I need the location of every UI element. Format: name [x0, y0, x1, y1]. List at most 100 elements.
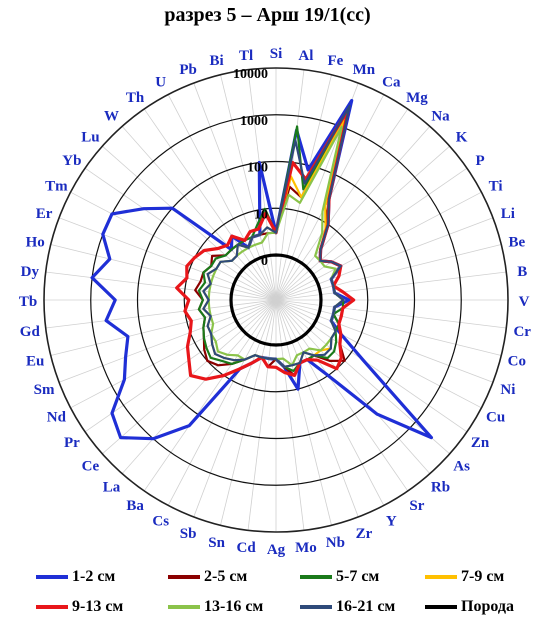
spoke-line — [275, 299, 450, 455]
category-label: Sm — [34, 382, 55, 398]
legend-item: Порода — [425, 596, 514, 618]
legend-item: 13-16 см — [168, 596, 263, 618]
spoke-line — [193, 82, 277, 301]
spoke-line — [275, 299, 332, 526]
legend-swatch — [168, 575, 200, 579]
category-label: Co — [508, 353, 526, 369]
spoke-line — [247, 299, 277, 531]
legend-label: 9-13 см — [72, 598, 124, 615]
category-label: U — [155, 74, 166, 90]
spoke-line — [275, 108, 409, 301]
category-label: Mn — [353, 62, 376, 78]
category-label: Bi — [210, 53, 224, 69]
category-label: Sr — [409, 498, 424, 514]
category-label: La — [103, 480, 121, 496]
category-label: Dy — [21, 264, 40, 280]
category-label: Li — [501, 206, 515, 222]
category-label: Ag — [267, 542, 286, 558]
radial-tick-label: 0 — [261, 254, 268, 269]
spoke-line — [275, 299, 409, 492]
category-label: Eu — [26, 353, 44, 369]
grid-ring — [136, 160, 416, 440]
spoke-line — [275, 167, 468, 301]
category-label: Cs — [152, 514, 169, 530]
spoke-line — [102, 145, 277, 301]
category-label: Th — [126, 90, 145, 106]
category-label: Zr — [356, 526, 373, 542]
category-label: Cr — [513, 324, 531, 340]
radial-tick-label: 1000 — [240, 114, 268, 129]
category-label: Tb — [19, 294, 37, 310]
spoke-line — [70, 191, 277, 301]
spoke-line — [193, 299, 277, 518]
series-polygon — [90, 98, 433, 441]
spoke-line — [58, 217, 277, 301]
legend-swatch — [300, 575, 332, 579]
spoke-line — [58, 299, 277, 383]
legend-item: 16-21 см — [300, 596, 395, 618]
radial-tick-labels: 0 10 100 1000 10000 — [233, 67, 268, 269]
legend-item: 5-7 см — [300, 566, 379, 588]
legend-label: 16-21 см — [336, 598, 396, 615]
category-label: Ca — [382, 74, 401, 90]
legend-swatch — [300, 605, 332, 609]
legend-label: 2-5 см — [204, 568, 248, 585]
spoke-line — [220, 74, 277, 301]
category-label: K — [456, 130, 468, 146]
category-label: Zn — [471, 435, 490, 451]
spoke-line — [275, 126, 431, 301]
category-label: Mg — [406, 90, 428, 106]
spoke-line — [275, 299, 359, 518]
category-label: Ba — [126, 498, 144, 514]
spoke-line — [121, 126, 277, 301]
spoke-line — [50, 299, 277, 356]
legend-swatch — [425, 575, 457, 579]
category-label: P — [476, 153, 485, 169]
category-label: Nd — [47, 409, 67, 425]
legend-swatch — [36, 575, 68, 579]
series-polygon — [202, 104, 351, 368]
category-label: Rb — [431, 480, 450, 496]
category-label: Pr — [64, 435, 80, 451]
radial-tick-label: 100 — [247, 161, 268, 176]
category-label: Y — [386, 514, 397, 530]
spoke-line — [84, 299, 277, 433]
legend-swatch — [425, 605, 457, 609]
radar-grid — [43, 67, 509, 533]
category-label: Pb — [179, 62, 197, 78]
category-label: Tl — [239, 48, 253, 64]
legend-label: 1-2 см — [72, 568, 116, 585]
spoke-line — [275, 299, 507, 329]
spoke-line — [275, 145, 450, 301]
legend-label: Порода — [461, 598, 514, 615]
category-label: Be — [508, 235, 525, 251]
spoke-line — [275, 299, 482, 409]
category-label: W — [104, 108, 119, 124]
category-label: Nb — [326, 535, 345, 551]
spoke-line — [275, 299, 502, 356]
category-label: Er — [36, 206, 53, 222]
spoke-line — [275, 69, 305, 301]
category-label: Lu — [81, 130, 99, 146]
category-label: Ni — [500, 382, 515, 398]
category-label: As — [453, 459, 470, 475]
category-label: Ho — [26, 235, 45, 251]
spoke-line — [275, 191, 482, 301]
spoke-line — [143, 108, 277, 301]
spoke-line — [275, 299, 431, 474]
category-label: Ti — [489, 179, 503, 195]
spoke-line — [275, 271, 507, 301]
spoke-line — [167, 299, 277, 506]
spoke-line — [102, 299, 277, 455]
legend-label: 13-16 см — [204, 598, 264, 615]
category-label: Al — [298, 48, 313, 64]
spoke-line — [275, 299, 305, 531]
legend-label: 5-7 см — [336, 568, 380, 585]
grid-ring — [43, 67, 509, 533]
spoke-line — [220, 299, 277, 526]
spoke-line — [275, 217, 494, 301]
spoke-line — [70, 299, 277, 409]
spoke-line — [121, 299, 277, 474]
spoke-line — [45, 299, 277, 329]
